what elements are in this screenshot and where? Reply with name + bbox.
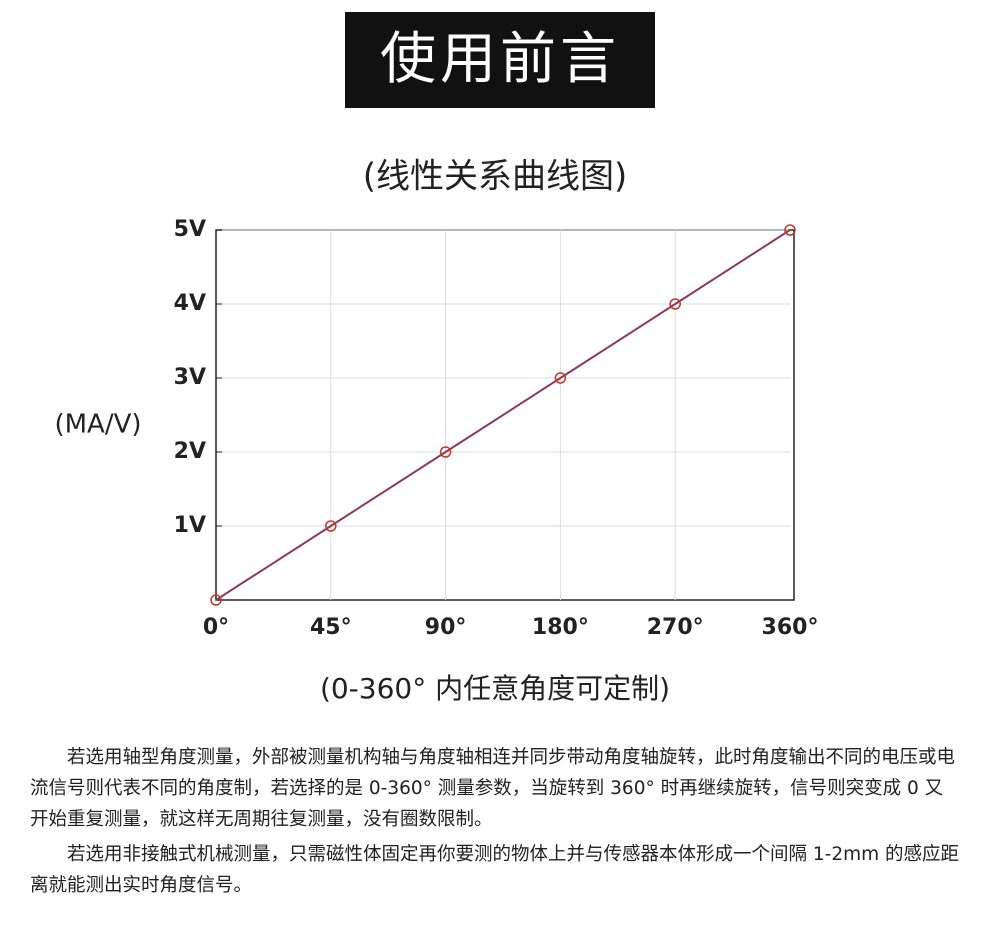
document: 若选用轴型角度测量，外部被测量机构轴与角度轴相连并同步带动角度轴旋转，此时角度输… bbox=[30, 742, 960, 905]
y-tick-label: 2V bbox=[174, 439, 206, 464]
y-axis-label: (MA/V) bbox=[54, 410, 141, 440]
y-tick-label: 1V bbox=[174, 513, 206, 538]
header: 使用前言 bbox=[345, 12, 655, 108]
data-point bbox=[439, 446, 452, 458]
data-point bbox=[554, 372, 567, 384]
chart-title: (线性关系曲线图) bbox=[363, 157, 628, 197]
x-tick-label: 90° bbox=[425, 615, 467, 640]
data-point bbox=[784, 224, 796, 236]
y-tick-label: 4V bbox=[174, 291, 206, 316]
data-point bbox=[210, 594, 222, 606]
x-tick-label: 45° bbox=[310, 615, 352, 640]
data-point bbox=[325, 520, 337, 532]
x-tick-label: 360° bbox=[762, 615, 819, 640]
data-line bbox=[215, 229, 791, 601]
x-tick-label: 180° bbox=[532, 615, 589, 640]
x-tick-label: 270° bbox=[647, 615, 704, 640]
paragraph: 若选用轴型角度测量，外部被测量机构轴与角度轴相连并同步带动角度轴旋转，此时角度输… bbox=[30, 747, 956, 830]
chart: (线性关系曲线图) (MA/V) (0-360° 内任意角度可定制) 1V 2V 3… bbox=[54, 157, 819, 706]
data-point bbox=[669, 298, 681, 310]
x-axis-label: (0-360° 内任意角度可定制) bbox=[320, 672, 670, 705]
x-tick-label: 0° bbox=[203, 615, 229, 640]
y-tick-label: 3V bbox=[174, 365, 206, 390]
paragraph: 若选用非接触式机械测量，只需磁性体固定再你要测的物体上并与传感器本体形成一个间隔… bbox=[30, 844, 960, 896]
y-tick-label: 5V bbox=[174, 217, 206, 242]
